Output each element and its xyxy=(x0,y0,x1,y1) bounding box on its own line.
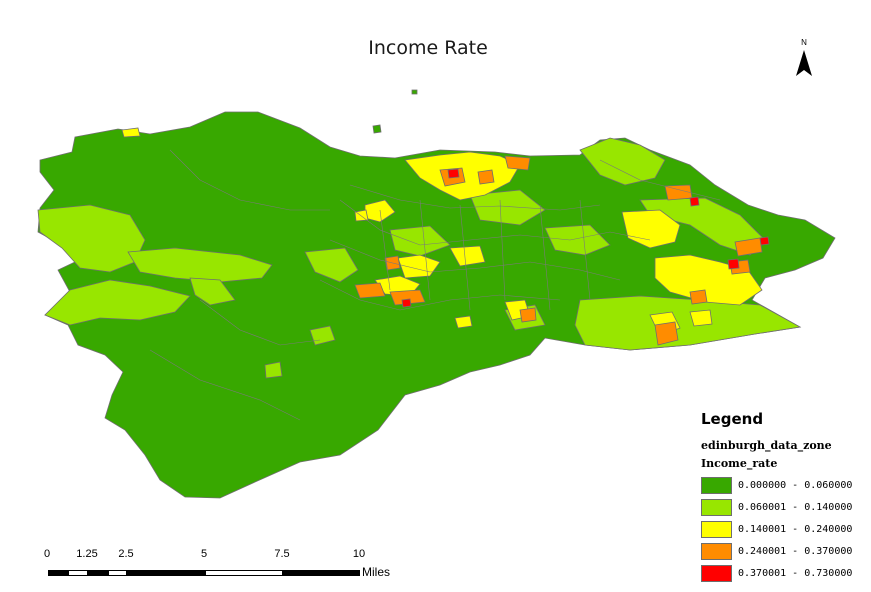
scale-tick-5: 10 xyxy=(352,548,366,560)
scale-tick-0: 0 xyxy=(43,548,51,560)
scale-segment-7 xyxy=(283,570,360,576)
scale-segment-3 xyxy=(88,570,108,576)
scale-tick-1: 1.25 xyxy=(76,548,98,560)
legend-range-3: 0.140001 - 0.240000 xyxy=(738,524,853,535)
legend-class-2: 0.060001 - 0.140000 xyxy=(701,497,866,518)
legend-range-1: 0.000000 - 0.060000 xyxy=(738,480,853,491)
legend: Legend edinburgh_data_zone Income_rate 0… xyxy=(701,410,866,585)
scale-bar: 0 1.25 2.5 5 7.5 10 Miles xyxy=(40,548,400,584)
class-orange-areas xyxy=(354,155,763,346)
legend-layer-name: edinburgh_data_zone xyxy=(701,439,832,452)
scale-segment-2 xyxy=(68,570,88,576)
scale-tick-2: 2.5 xyxy=(118,548,134,560)
scale-tick-4: 7.5 xyxy=(274,548,290,560)
scale-segment-1 xyxy=(48,570,68,576)
zone-boundaries xyxy=(149,149,721,421)
legend-swatch-2 xyxy=(701,499,732,516)
scale-segment-6 xyxy=(205,570,283,576)
legend-range-2: 0.060001 - 0.140000 xyxy=(738,502,853,513)
legend-swatch-3 xyxy=(701,521,732,538)
scale-units: Miles xyxy=(362,565,391,579)
north-label: N xyxy=(801,38,807,47)
legend-swatch-5 xyxy=(701,565,732,582)
legend-range-4: 0.240001 - 0.370000 xyxy=(738,546,853,557)
class-red-areas xyxy=(401,168,770,308)
scale-tick-3: 5 xyxy=(200,548,208,560)
north-arrow: N xyxy=(791,38,817,80)
legend-title: Legend xyxy=(701,410,764,428)
legend-class-1: 0.000000 - 0.060000 xyxy=(701,475,866,496)
scale-segment-4 xyxy=(108,570,127,576)
legend-field-name: Income_rate xyxy=(701,457,778,470)
islands xyxy=(372,89,418,134)
legend-swatch-4 xyxy=(701,543,732,560)
north-arrow-icon xyxy=(796,50,812,76)
map-title: Income Rate xyxy=(368,37,488,59)
legend-swatch-1 xyxy=(701,477,732,494)
legend-range-5: 0.370001 - 0.730000 xyxy=(738,568,853,579)
legend-class-3: 0.140001 - 0.240000 xyxy=(701,519,866,540)
legend-class-4: 0.240001 - 0.370000 xyxy=(701,541,866,562)
legend-class-5: 0.370001 - 0.730000 xyxy=(701,563,866,584)
class-light-green-areas xyxy=(37,137,802,379)
scale-segment-5 xyxy=(127,570,205,576)
